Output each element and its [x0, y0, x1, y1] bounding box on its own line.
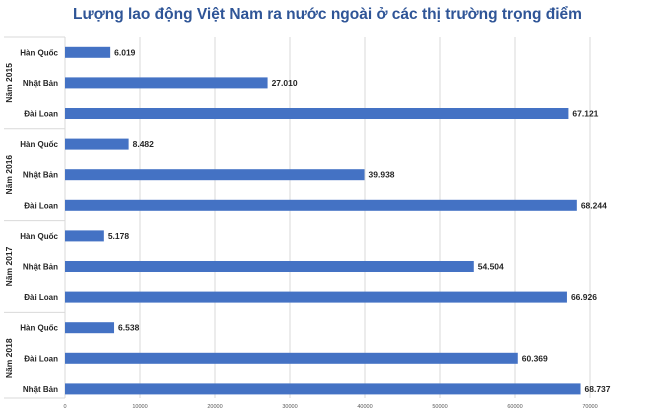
category-label: Đài Loan: [24, 354, 58, 363]
x-tick-label: 40000: [357, 404, 372, 410]
x-tick-label: 10000: [132, 404, 147, 410]
group-label: Năm 2016: [4, 155, 14, 195]
bar: [65, 46, 111, 58]
data-label: 68.244: [581, 200, 607, 210]
data-label: 5.178: [108, 231, 130, 241]
data-label: 60.369: [522, 353, 548, 363]
data-label: 68.737: [585, 384, 611, 394]
category-label: Nhật Bản: [23, 385, 58, 394]
category-label: Hàn Quốc: [20, 232, 58, 241]
category-label: Hàn Quốc: [20, 48, 58, 57]
bar: [65, 383, 581, 395]
bar: [65, 352, 518, 364]
x-tick-label: 50000: [432, 404, 447, 410]
data-label: 27.010: [272, 78, 298, 88]
bar: [65, 169, 365, 181]
category-label: Đài Loan: [24, 293, 58, 302]
bar: [65, 261, 474, 272]
x-tick-label: 60000: [507, 404, 522, 410]
category-label: Nhật Bản: [23, 171, 58, 180]
data-label: 8.482: [133, 139, 155, 149]
data-label: 6.538: [118, 323, 140, 333]
category-label: Đài Loan: [24, 201, 58, 210]
bar: [65, 108, 569, 119]
x-tick-label: 30000: [282, 404, 297, 410]
data-label: 67.121: [572, 109, 598, 119]
bar: [65, 199, 577, 211]
category-label: Nhật Bản: [23, 263, 58, 272]
bar: [65, 77, 268, 89]
data-label: 54.504: [478, 262, 504, 272]
x-tick-label: 0: [63, 404, 66, 410]
x-tick-label: 20000: [207, 404, 222, 410]
category-label: Nhật Bản: [23, 79, 58, 88]
bar: [65, 230, 104, 242]
data-label: 66.926: [571, 292, 597, 302]
data-label: 39.938: [369, 170, 395, 180]
category-label: Hàn Quốc: [20, 324, 58, 333]
category-label: Đài Loan: [24, 110, 58, 119]
data-label: 6.019: [114, 47, 136, 57]
bar: [65, 291, 567, 303]
chart-title: Lượng lao động Việt Nam ra nước ngoài ở …: [73, 6, 582, 23]
bar: [65, 322, 115, 334]
group-label: Năm 2018: [4, 338, 14, 378]
group-label: Năm 2015: [4, 63, 14, 103]
category-label: Hàn Quốc: [20, 140, 58, 149]
bar: [65, 138, 129, 150]
group-label: Năm 2017: [4, 246, 14, 286]
x-tick-label: 70000: [582, 404, 597, 410]
